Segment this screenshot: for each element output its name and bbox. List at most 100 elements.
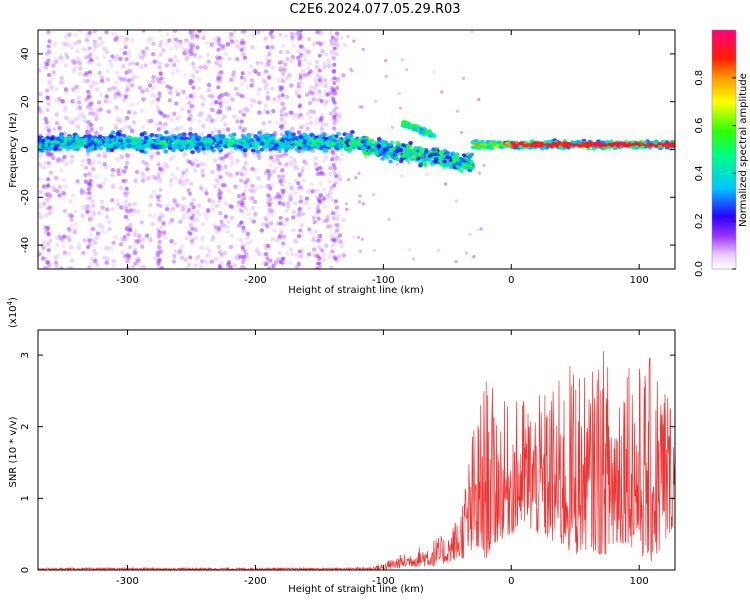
spectrogram-cell	[195, 163, 200, 168]
spectrogram-cell	[327, 135, 333, 140]
spectrogram-cell	[179, 45, 184, 50]
spectrogram-cell	[207, 249, 212, 254]
spectrogram-cell	[241, 51, 246, 57]
spectrogram-cell	[246, 71, 252, 76]
spectrogram-cell	[157, 30, 163, 33]
spectrogram-cell	[88, 107, 94, 112]
spectrogram-cell	[297, 59, 302, 64]
spectrogram-cell	[191, 65, 197, 71]
spectrogram-cell	[81, 114, 87, 120]
spectrogram-cell	[315, 143, 321, 148]
spectrogram-cell	[265, 90, 270, 95]
spectrogram-cell	[265, 45, 270, 50]
spectrogram-cell	[84, 207, 89, 212]
spectrogram-cell	[311, 139, 316, 144]
spectrogram-cell	[326, 193, 331, 198]
spectrogram-cell	[93, 138, 99, 142]
spectrogram-cell	[263, 36, 268, 41]
spectrogram-cell	[437, 155, 443, 160]
spectrogram-cell	[301, 212, 306, 216]
spectrogram-cell	[75, 49, 80, 54]
spectrogram-cell	[268, 150, 274, 156]
spectrogram-cell	[152, 145, 158, 150]
spectrogram-cell	[110, 54, 115, 59]
spectrogram-cell	[66, 251, 72, 257]
spectrogram-cell	[192, 52, 197, 57]
spectrogram-cell	[77, 39, 82, 44]
spectrogram-cell	[218, 211, 223, 216]
spectrogram-cell	[411, 125, 416, 130]
spectrogram-cell	[228, 133, 234, 138]
spectrogram-cell	[175, 68, 180, 73]
spectrogram-cell	[41, 184, 47, 189]
spectrogram-cell	[183, 73, 188, 78]
spectrogram-cell	[429, 161, 435, 166]
spectrogram-cell	[62, 108, 68, 114]
spectrogram-cell	[241, 172, 247, 177]
spectrogram-cell	[250, 148, 256, 153]
spectrogram-cell	[392, 153, 397, 158]
spectrogram-cell	[632, 142, 637, 146]
spectrogram-cell	[302, 53, 307, 58]
spectrogram-cell	[235, 91, 240, 97]
spectrogram-cell	[77, 71, 83, 77]
spectrogram-cell	[148, 213, 153, 218]
spectrogram-cell	[193, 263, 198, 268]
spectrogram-cell	[94, 87, 100, 92]
spectrogram-cell	[127, 68, 132, 73]
spectrogram-cell	[423, 149, 429, 154]
spectrogram-cell	[244, 207, 250, 212]
spectrogram-cell	[87, 191, 92, 196]
spectrogram-cell	[296, 81, 301, 86]
spectrogram-cell	[46, 101, 51, 107]
spectrogram-cell	[120, 146, 125, 150]
spectrogram-cell	[317, 53, 322, 58]
spectrogram-cell	[220, 128, 226, 133]
spectrogram-cell	[55, 139, 60, 144]
spectrogram-cell	[226, 92, 231, 98]
spectrogram-cell	[242, 148, 248, 153]
spectrogram-cell	[297, 234, 301, 239]
spectrogram-cell	[279, 229, 284, 234]
spectrogram-cell	[334, 174, 338, 179]
spectrogram-cell	[318, 181, 323, 186]
spectrogram-cell	[250, 206, 255, 211]
spectrogram-cell	[173, 241, 178, 246]
spectrogram-cell	[189, 79, 194, 83]
spectrogram-cell	[71, 87, 76, 92]
spectrogram-cell	[73, 65, 78, 70]
spectrogram-cell	[76, 245, 82, 251]
spectrogram-cell	[127, 53, 132, 58]
spectrogram-cell	[123, 78, 128, 83]
spectrogram-cell	[418, 131, 423, 135]
spectrogram-cell	[45, 88, 50, 93]
spectrogram-cell	[239, 48, 244, 53]
spectrogram-cell	[533, 144, 538, 148]
spectrogram-cell	[448, 165, 454, 170]
spectrogram-cell	[302, 132, 307, 137]
spectrogram-cell	[63, 184, 68, 189]
spectrogram-cell	[168, 85, 173, 91]
spectrogram-cell	[292, 158, 297, 163]
spectrogram-cell	[398, 147, 404, 152]
spectrogram-cell	[275, 256, 280, 261]
spectrogram-cell	[250, 33, 255, 38]
spectrogram-cell	[264, 133, 270, 138]
spectrogram-cell	[139, 132, 145, 137]
spectrogram-cell	[352, 235, 356, 239]
spectrogram-cell	[298, 143, 304, 147]
spectrogram-cell	[216, 47, 221, 52]
spectrogram-cell	[333, 199, 338, 204]
spectrogram-cell	[124, 36, 130, 42]
spectrogram-cell	[218, 43, 223, 48]
spectrogram-cell	[321, 158, 327, 163]
spectrogram-cell	[115, 131, 121, 136]
spectrogram-cell	[60, 80, 65, 85]
spectrogram-cell	[289, 58, 294, 64]
spectrogram-cell	[296, 33, 301, 38]
spectrogram-cell	[126, 78, 131, 83]
spectrogram-cell	[345, 207, 349, 211]
spectrogram-cell	[307, 227, 312, 232]
spectrogram-cell	[341, 73, 346, 78]
